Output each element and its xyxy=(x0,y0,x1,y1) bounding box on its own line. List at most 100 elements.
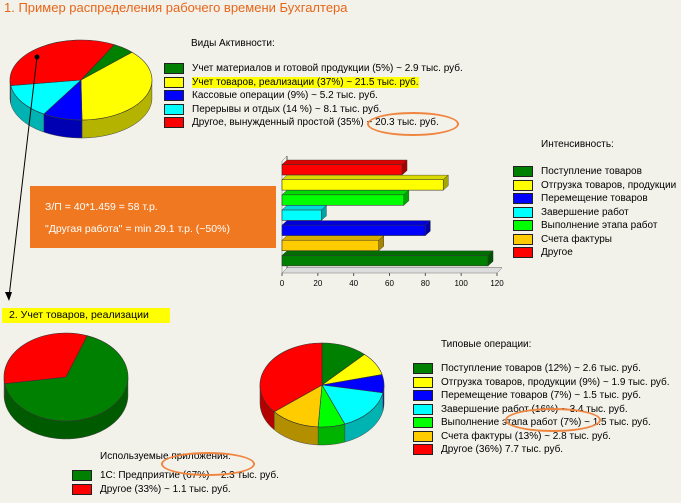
intensity-legend-swatch xyxy=(513,206,533,218)
ops-legend-label: Счета фактуры (13%) ~ 2.8 тыс. руб. xyxy=(441,430,611,442)
intensity-legend-swatch xyxy=(513,247,533,259)
ops-legend-item: Отгрузка товаров, продукции (9%) ~ 1.9 т… xyxy=(413,376,670,390)
bar-side xyxy=(401,159,408,176)
bar-tick-label: 80 xyxy=(421,279,430,288)
apps-legend-swatch xyxy=(72,470,92,482)
bar-top xyxy=(281,159,408,165)
bar xyxy=(281,224,426,236)
ops-highlight-ellipse xyxy=(505,408,601,432)
bar-side xyxy=(321,204,327,221)
ops-legend-swatch xyxy=(413,430,433,442)
bar-tick-label: 20 xyxy=(313,279,322,288)
activities-legend-label: Учет материалов и готовой продукции (5%)… xyxy=(192,63,463,75)
activities-slice xyxy=(10,79,82,115)
ops-legend-swatch xyxy=(413,403,433,415)
ops-legend-swatch xyxy=(413,390,433,402)
ops-slice-side xyxy=(344,392,384,443)
ops-legend-swatch xyxy=(413,417,433,429)
ops-legend-item: Другое (36%) 7.7 тыс. руб. xyxy=(413,443,670,457)
bar xyxy=(281,255,489,267)
ops-legend-swatch xyxy=(413,363,433,375)
apps-slice-side xyxy=(4,378,129,440)
apps-slice xyxy=(4,335,129,422)
activities-slice-side xyxy=(9,81,11,104)
ops-legend-item: Счета фактуры (13%) ~ 2.8 тыс. руб. xyxy=(413,430,670,444)
intensity-legend-swatch xyxy=(513,166,533,178)
intensity-legend-label: Перемещение товаров xyxy=(541,193,648,205)
ops-legend-label: Перемещение товаров (7%) ~ 1.5 тыс. руб. xyxy=(441,390,642,402)
bar xyxy=(281,179,444,191)
apps-legend-label: Другое (33%) ~ 1.1 тыс. руб. xyxy=(100,483,231,495)
ops-legend-swatch xyxy=(413,444,433,456)
bar-side xyxy=(425,220,431,237)
activities-legend-label: Кассовые операции (9%) ~ 5.2 тыс. руб. xyxy=(192,90,378,102)
activities-legend-swatch xyxy=(164,90,184,102)
activities-legend-label: Перерывы и отдых (14 %) ~ 8.1 тыс. руб. xyxy=(192,103,382,115)
apps-legend-item: 1С: Предприятие (67%) ~ 2.3 тыс. руб. xyxy=(72,469,279,483)
apps-legend: 1С: Предприятие (67%) ~ 2.3 тыс. руб. Дру… xyxy=(72,469,279,496)
activities-legend-label: Учет товаров, реализации (37%) ~ 21.5 ты… xyxy=(192,76,419,88)
ops-header: Типовые операции: xyxy=(441,339,532,350)
bar-side xyxy=(378,235,384,252)
bar xyxy=(281,239,380,252)
bar-top xyxy=(281,220,431,226)
apps-legend-label: 1С: Предприятие (67%) ~ 2.3 тыс. руб. xyxy=(100,470,279,482)
bar-top xyxy=(281,174,449,180)
ops-slice-side xyxy=(317,423,346,446)
activities-legend-item: Учет товаров, реализации (37%) ~ 21.5 ты… xyxy=(164,76,463,90)
ops-slice-side xyxy=(382,385,385,411)
intensity-header: Интенсивность: xyxy=(541,139,614,150)
ops-slice xyxy=(259,342,323,413)
ops-slice xyxy=(321,342,365,386)
intensity-legend-item: Поступление товаров xyxy=(513,165,676,179)
other-work-line: "Другая работа" = min 29.1 т.р. (~50%) xyxy=(45,223,230,235)
activities-header: Виды Активности: xyxy=(191,38,275,49)
bar-axis xyxy=(286,156,502,269)
activities-legend-swatch xyxy=(164,117,184,129)
activities-slice xyxy=(9,39,115,86)
intensity-legend-swatch xyxy=(513,179,533,191)
intensity-legend-label: Завершение работ xyxy=(541,206,629,218)
bar-tick-label: 0 xyxy=(280,279,285,288)
ops-legend-swatch xyxy=(413,376,433,388)
apps-legend-swatch xyxy=(72,483,92,495)
intensity-legend-swatch xyxy=(513,220,533,232)
intensity-legend: Поступление товаров Отгрузка товаров, про… xyxy=(513,165,676,260)
apps-slice-side xyxy=(3,379,5,402)
ops-slice xyxy=(273,384,323,428)
apps-header: Используемые приложения: xyxy=(100,451,231,462)
activities-legend-swatch xyxy=(164,76,184,88)
salary-box: З/П = 40*1.459 = 58 т.р. "Другая работа"… xyxy=(30,186,276,248)
activities-legend-swatch xyxy=(164,63,184,75)
apps-slice xyxy=(3,332,88,385)
activities-slice xyxy=(80,44,133,81)
activities-legend-item: Учет материалов и готовой продукции (5%)… xyxy=(164,62,463,76)
bar-tick-label: 40 xyxy=(349,279,358,288)
activities-legend-item: Перерывы и отдых (14 %) ~ 8.1 тыс. руб. xyxy=(164,103,463,117)
intensity-legend-item: Отгрузка товаров, продукции xyxy=(513,179,676,193)
intensity-legend-swatch xyxy=(513,233,533,245)
bar-top xyxy=(281,250,494,256)
bar-side xyxy=(403,189,410,206)
apps-highlight-ellipse xyxy=(161,452,255,476)
activities-slice-side xyxy=(81,81,153,139)
intensity-legend-label: Отгрузка товаров, продукции xyxy=(541,179,677,191)
intensity-legend-item: Выполнение этапа работ xyxy=(513,219,676,233)
bar-top xyxy=(281,205,327,211)
ops-legend-item: Поступление товаров (12%) ~ 2.6 тыс. руб… xyxy=(413,362,670,376)
bar-floor xyxy=(281,267,503,274)
activities-legend-item: Другое, вынужденный простой (35%) ~ 20.3… xyxy=(164,116,463,130)
bar-tick-label: 120 xyxy=(490,279,504,288)
intensity-legend-item: Другое xyxy=(513,246,676,260)
bar-tick-label: 60 xyxy=(385,279,394,288)
bar-wall xyxy=(281,155,288,273)
ops-slice xyxy=(321,354,383,386)
ops-slice-side xyxy=(259,385,275,431)
intensity-legend-item: Завершение работ xyxy=(513,206,676,220)
activities-legend-item: Кассовые операции (9%) ~ 5.2 тыс. руб. xyxy=(164,89,463,103)
intensity-legend-swatch xyxy=(513,193,533,205)
intensity-legend-label: Поступление товаров xyxy=(541,166,642,178)
activities-legend-label: Другое, вынужденный простой (35%) ~ 20.3… xyxy=(192,117,439,129)
bar xyxy=(281,209,322,221)
intensity-legend-item: Счета фактуры xyxy=(513,233,676,247)
